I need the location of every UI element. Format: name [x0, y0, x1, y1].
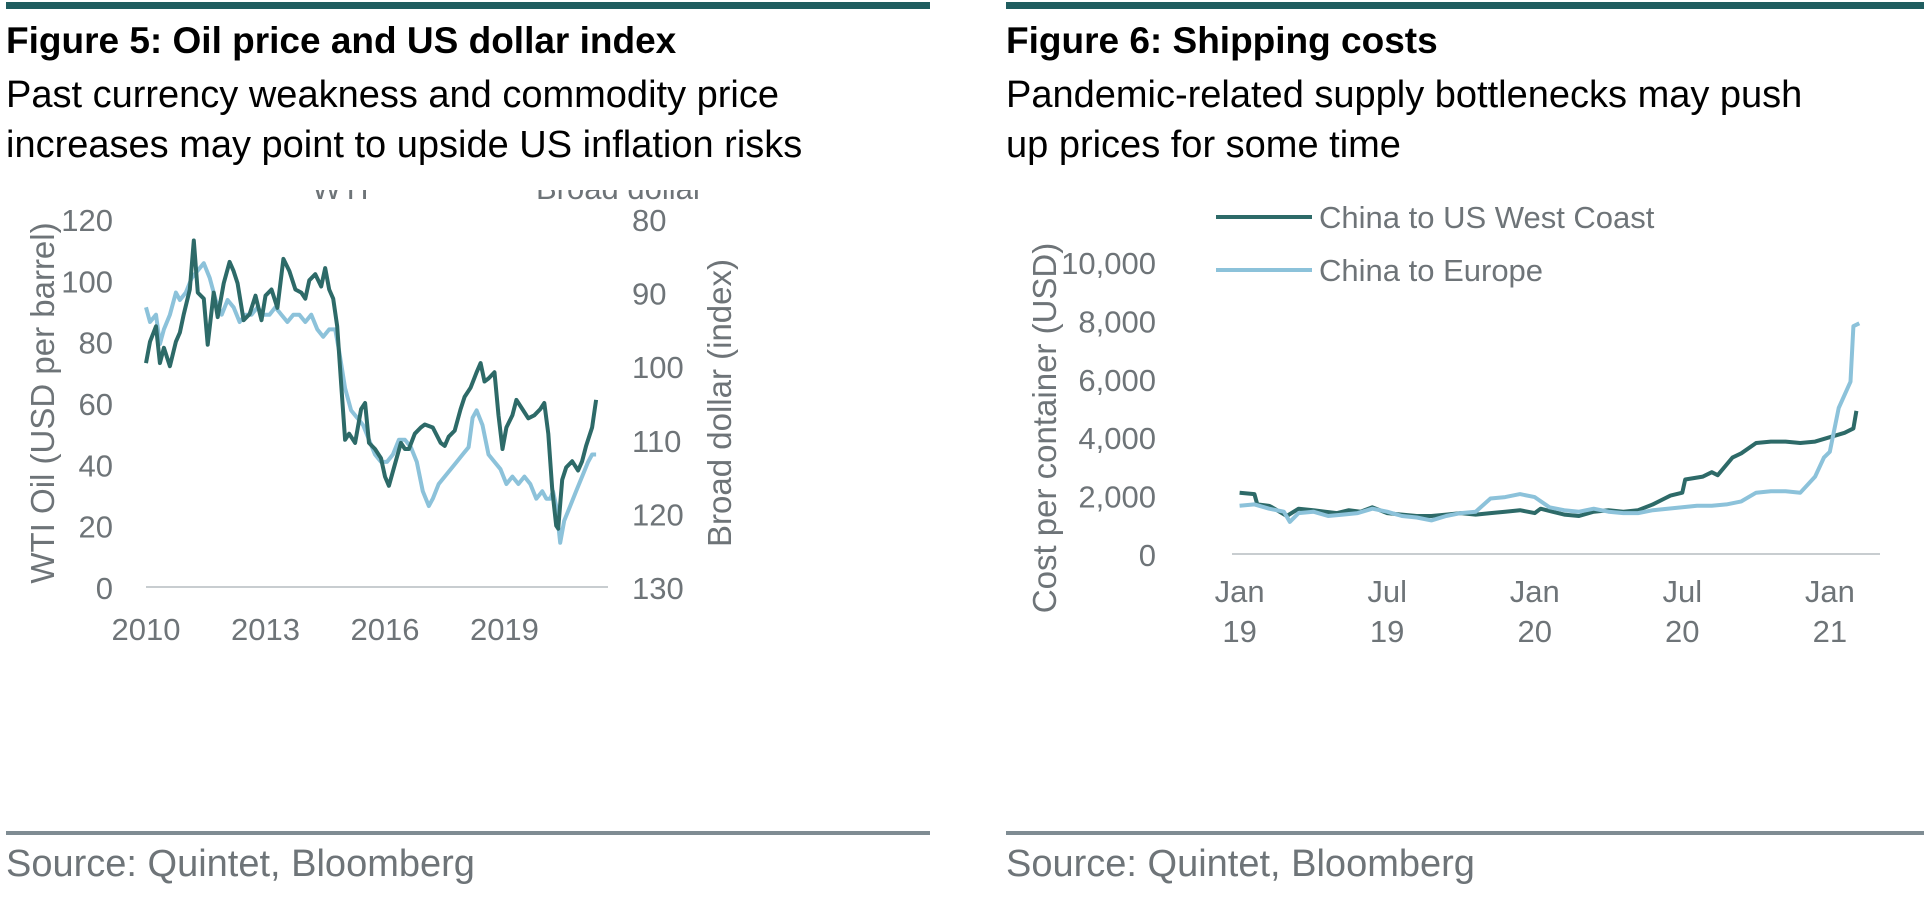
y-tick-label: 4,000 [1078, 421, 1156, 456]
y2-axis-title: Broad dollar (index) [701, 259, 738, 547]
source-note: Source: Quintet, Bloomberg [6, 843, 475, 885]
figure-subtitle: Pandemic-related supply bottlenecks may … [1006, 70, 1802, 170]
x-tick-label-year: 19 [1370, 614, 1404, 649]
bottom-rule [1006, 831, 1924, 835]
x-tick-label-year: 21 [1813, 614, 1847, 649]
x-tick-label-month: Jan [1510, 574, 1560, 609]
y-axis-title: WTI Oil (USD per barrel) [24, 222, 61, 583]
x-tick-label-month: Jul [1367, 574, 1407, 609]
y-tick-label: 120 [61, 203, 113, 238]
legend-label-us-west-coast: China to US West Coast [1319, 200, 1655, 235]
y-tick-label: 0 [1139, 538, 1156, 573]
y-tick-label: 8,000 [1078, 304, 1156, 339]
y2-tick-label: 120 [632, 497, 684, 532]
series-line-us-west-coast [1239, 410, 1859, 518]
y-axis-title: Cost per container (USD) [1026, 243, 1063, 613]
x-tick-label-month: Jan [1215, 574, 1265, 609]
legend-label-europe: China to Europe [1319, 253, 1543, 288]
x-tick-label-month: Jul [1662, 574, 1702, 609]
y-tick-label: 10,000 [1061, 246, 1156, 281]
subtitle-line: Past currency weakness and commodity pri… [6, 74, 779, 116]
y-tick-label: 80 [79, 326, 113, 361]
x-tick-label: 2019 [470, 612, 539, 647]
series-line-wti [144, 238, 599, 531]
figure-subtitle: Past currency weakness and commodity pri… [6, 70, 802, 170]
y2-tick-label: 80 [632, 203, 666, 238]
figure-title: Figure 5: Oil price and US dollar index [6, 20, 677, 61]
x-tick-label-month: Jan [1805, 574, 1855, 609]
bottom-rule [6, 831, 930, 835]
subtitle-line: up prices for some time [1006, 124, 1401, 166]
x-tick-label-year: 20 [1665, 614, 1699, 649]
figure-title: Figure 6: Shipping costs [1006, 20, 1438, 61]
y2-tick-label: 90 [632, 277, 666, 312]
y-tick-label: 60 [79, 387, 113, 422]
subtitle-line: Pandemic-related supply bottlenecks may … [1006, 74, 1803, 116]
legend-label-wti: WTI [312, 190, 369, 206]
x-tick-label: 2010 [112, 612, 181, 647]
subtitle-line: increases may point to upside US inflati… [6, 124, 803, 166]
series-line-europe [1239, 321, 1861, 524]
y-tick-label: 6,000 [1078, 363, 1156, 398]
x-tick-label: 2013 [231, 612, 300, 647]
legend-label-broad-dollar: Broad dollar [536, 190, 703, 206]
y-tick-label: 0 [96, 571, 113, 606]
figure-5-panel: Figure 5: Oil price and US dollar index … [6, 0, 930, 914]
x-tick-label: 2016 [350, 612, 419, 647]
x-tick-label-year: 20 [1517, 614, 1551, 649]
oil-dollar-chart: 0 20 40 60 80 100 120 80 90 100 110 120 130 2010 2013 2… [24, 190, 738, 647]
source-note: Source: Quintet, Bloomberg [1006, 843, 1475, 885]
y-tick-label: 20 [79, 510, 113, 545]
figure-6-panel: Figure 6: Shipping costs Pandemic-relate… [1006, 0, 1924, 914]
y-tick-label: 40 [79, 448, 113, 483]
top-rule [6, 2, 930, 9]
y2-tick-label: 100 [632, 350, 684, 385]
y2-tick-label: 110 [632, 424, 681, 459]
y2-tick-label: 130 [632, 571, 684, 606]
shipping-costs-chart: 0 2,000 4,000 6,000 8,000 10,000 Jan 19 Jul 19 Jan… [1026, 200, 1880, 649]
x-tick-label-year: 19 [1222, 614, 1256, 649]
y-tick-label: 2,000 [1078, 480, 1156, 515]
top-rule [1006, 2, 1924, 9]
y-tick-label: 100 [61, 264, 113, 299]
